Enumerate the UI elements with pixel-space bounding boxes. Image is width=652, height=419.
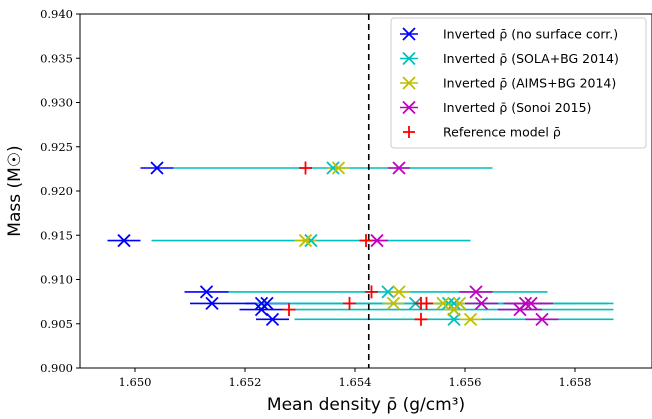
x-tick-label: 1.652: [229, 375, 262, 389]
data-point: [254, 302, 269, 317]
y-axis-label: Mass (M☉): [5, 145, 25, 236]
data-point: [331, 161, 346, 175]
data-point: [524, 296, 538, 311]
x-axis-label: Mean density ρ̄ (g/cm³): [267, 395, 465, 415]
legend-label: Inverted ρ̄ (AIMS+BG 2014): [443, 76, 616, 91]
legend-marker: [402, 27, 416, 41]
data-point: [469, 285, 483, 299]
markers-layer: [117, 161, 549, 326]
data-point: [474, 296, 489, 311]
data-point: [298, 233, 313, 248]
data-point: [463, 312, 478, 326]
data-point: [513, 302, 527, 317]
legend-entry: Inverted ρ̄ (SOLA+BG 2014): [400, 51, 619, 66]
legend-box: [390, 17, 647, 149]
data-point: [436, 296, 450, 311]
y-tick-label: 0.900: [40, 361, 73, 375]
data-point: [359, 234, 373, 248]
legend-marker: [403, 126, 415, 138]
legend-entry: Reference model ρ̄: [403, 125, 561, 140]
data-point: [420, 296, 433, 310]
data-point: [265, 312, 280, 326]
y-tick-label: 0.930: [40, 96, 73, 110]
legend-marker: [402, 100, 416, 115]
legend: Inverted ρ̄ (no surface corr.) Inverted ρ…: [390, 17, 647, 149]
y-tick-label: 0.940: [40, 7, 73, 21]
data-point: [414, 312, 428, 326]
y-tick-label: 0.905: [40, 317, 73, 331]
data-point: [199, 285, 214, 299]
error-bars-layer: [107, 167, 614, 321]
y-tick-label: 0.915: [40, 228, 73, 242]
data-point: [392, 161, 406, 175]
y-axis-ticks: 0.900 0.905 0.910 0.915 0.920 0.925 0.930 0.935…: [40, 7, 80, 375]
legend-marker: [402, 76, 416, 90]
x-tick-label: 1.656: [449, 375, 482, 389]
x-tick-label: 1.650: [119, 375, 152, 389]
x-tick-label: 1.654: [339, 375, 372, 389]
data-point: [299, 161, 312, 175]
y-tick-label: 0.910: [40, 273, 73, 287]
data-point: [365, 285, 378, 299]
data-point: [117, 233, 131, 248]
legend-label: Reference model ρ̄: [443, 125, 561, 140]
data-point: [447, 312, 461, 326]
data-point: [326, 161, 340, 175]
data-point: [381, 285, 395, 299]
y-tick-label: 0.920: [40, 184, 73, 198]
y-tick-label: 0.935: [40, 51, 73, 65]
legend-label: Inverted ρ̄ (Sonoi 2015): [443, 100, 591, 115]
data-point: [370, 233, 384, 248]
data-point: [535, 312, 549, 326]
y-tick-label: 0.925: [40, 140, 73, 154]
legend-entry: Inverted ρ̄ (Sonoi 2015): [400, 100, 591, 115]
data-point: [150, 161, 164, 175]
data-point: [205, 296, 219, 311]
legend-label: Inverted ρ̄ (SOLA+BG 2014): [443, 51, 619, 66]
data-point: [282, 303, 296, 317]
data-point: [254, 296, 269, 311]
data-point: [304, 233, 318, 248]
data-point: [343, 296, 356, 310]
data-point: [386, 296, 401, 311]
x-tick-label: 1.658: [559, 375, 592, 389]
legend-label: Inverted ρ̄ (no surface corr.): [443, 27, 618, 42]
data-point: [447, 302, 461, 317]
legend-entry: Inverted ρ̄ (no surface corr.): [400, 27, 618, 42]
x-axis-ticks: 1.650 1.652 1.654 1.656 1.658: [119, 368, 592, 389]
legend-marker: [402, 51, 416, 66]
legend-entry: Inverted ρ̄ (AIMS+BG 2014): [400, 76, 616, 91]
data-point: [392, 285, 406, 299]
data-point: [447, 296, 461, 311]
